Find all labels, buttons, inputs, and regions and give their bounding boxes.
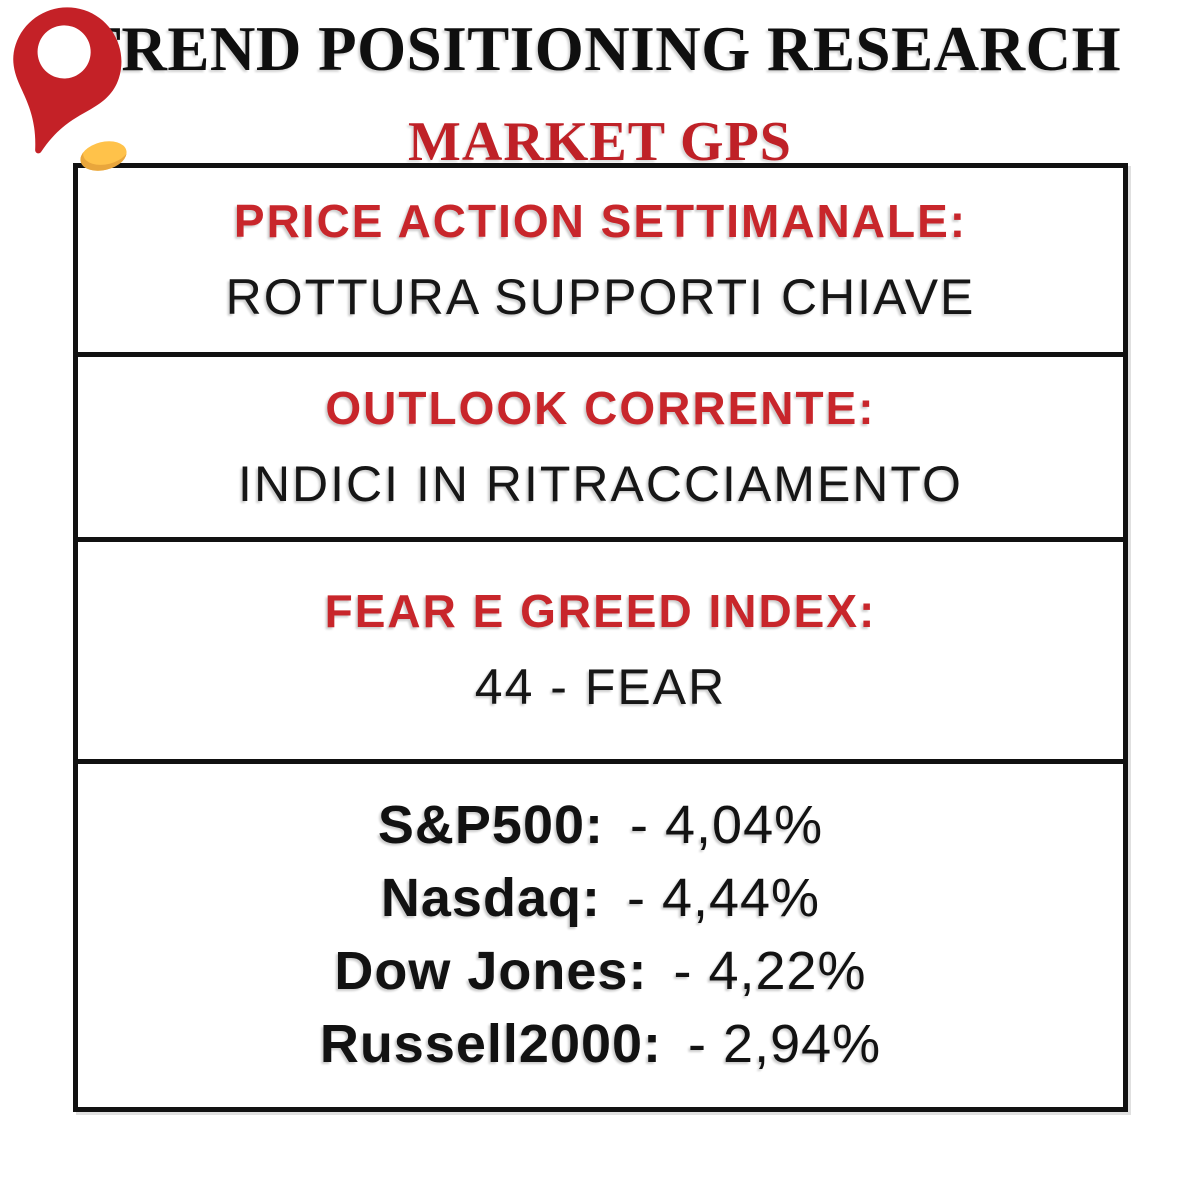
index-russell2000-name: Russell2000:	[319, 1014, 663, 1075]
index-nasdaq-name: Nasdaq:	[380, 868, 601, 929]
index-dowjones-value: - 4,22%	[673, 941, 867, 1002]
fear-greed-value: 44 - FEAR	[474, 659, 727, 716]
fear-greed-heading: FEAR E GREED INDEX:	[324, 585, 877, 638]
index-nasdaq: Nasdaq: - 4,44%	[381, 862, 820, 935]
price-action-heading: PRICE ACTION SETTIMANALE:	[233, 195, 968, 247]
outlook-row: OUTLOOK CORRENTE: INDICI IN RITRACCIAMEN…	[78, 352, 1123, 537]
price-action-row: PRICE ACTION SETTIMANALE: ROTTURA SUPPOR…	[78, 168, 1123, 352]
price-action-text: ROTTURA SUPPORTI CHIAVE	[225, 269, 976, 325]
market-summary-panel: PRICE ACTION SETTIMANALE: ROTTURA SUPPOR…	[73, 163, 1128, 1112]
page-subtitle: MARKET GPS	[408, 111, 792, 173]
index-sp500: S&P500: - 4,04%	[378, 789, 823, 862]
index-russell2000: Russell2000: - 2,94%	[320, 1008, 881, 1081]
header: TREND POSITIONING RESEARCH MARKET GPS	[0, 14, 1200, 173]
fear-greed-row: FEAR E GREED INDEX: 44 - FEAR	[78, 537, 1123, 759]
index-russell2000-value: - 2,94%	[688, 1014, 882, 1075]
index-dowjones: Dow Jones: - 4,22%	[334, 935, 866, 1008]
page-title: TREND POSITIONING RESEARCH	[78, 14, 1122, 84]
index-dowjones-name: Dow Jones:	[334, 941, 648, 1002]
indices-row: S&P500: - 4,04% Nasdaq: - 4,44% Dow Jone…	[78, 758, 1123, 1107]
index-sp500-value: - 4,04%	[630, 795, 824, 856]
map-pin-icon	[0, 0, 140, 175]
index-sp500-name: S&P500:	[377, 795, 604, 856]
outlook-heading: OUTLOOK CORRENTE:	[325, 382, 876, 435]
outlook-text: INDICI IN RITRACCIAMENTO	[238, 456, 963, 513]
index-nasdaq-value: - 4,44%	[626, 868, 821, 929]
